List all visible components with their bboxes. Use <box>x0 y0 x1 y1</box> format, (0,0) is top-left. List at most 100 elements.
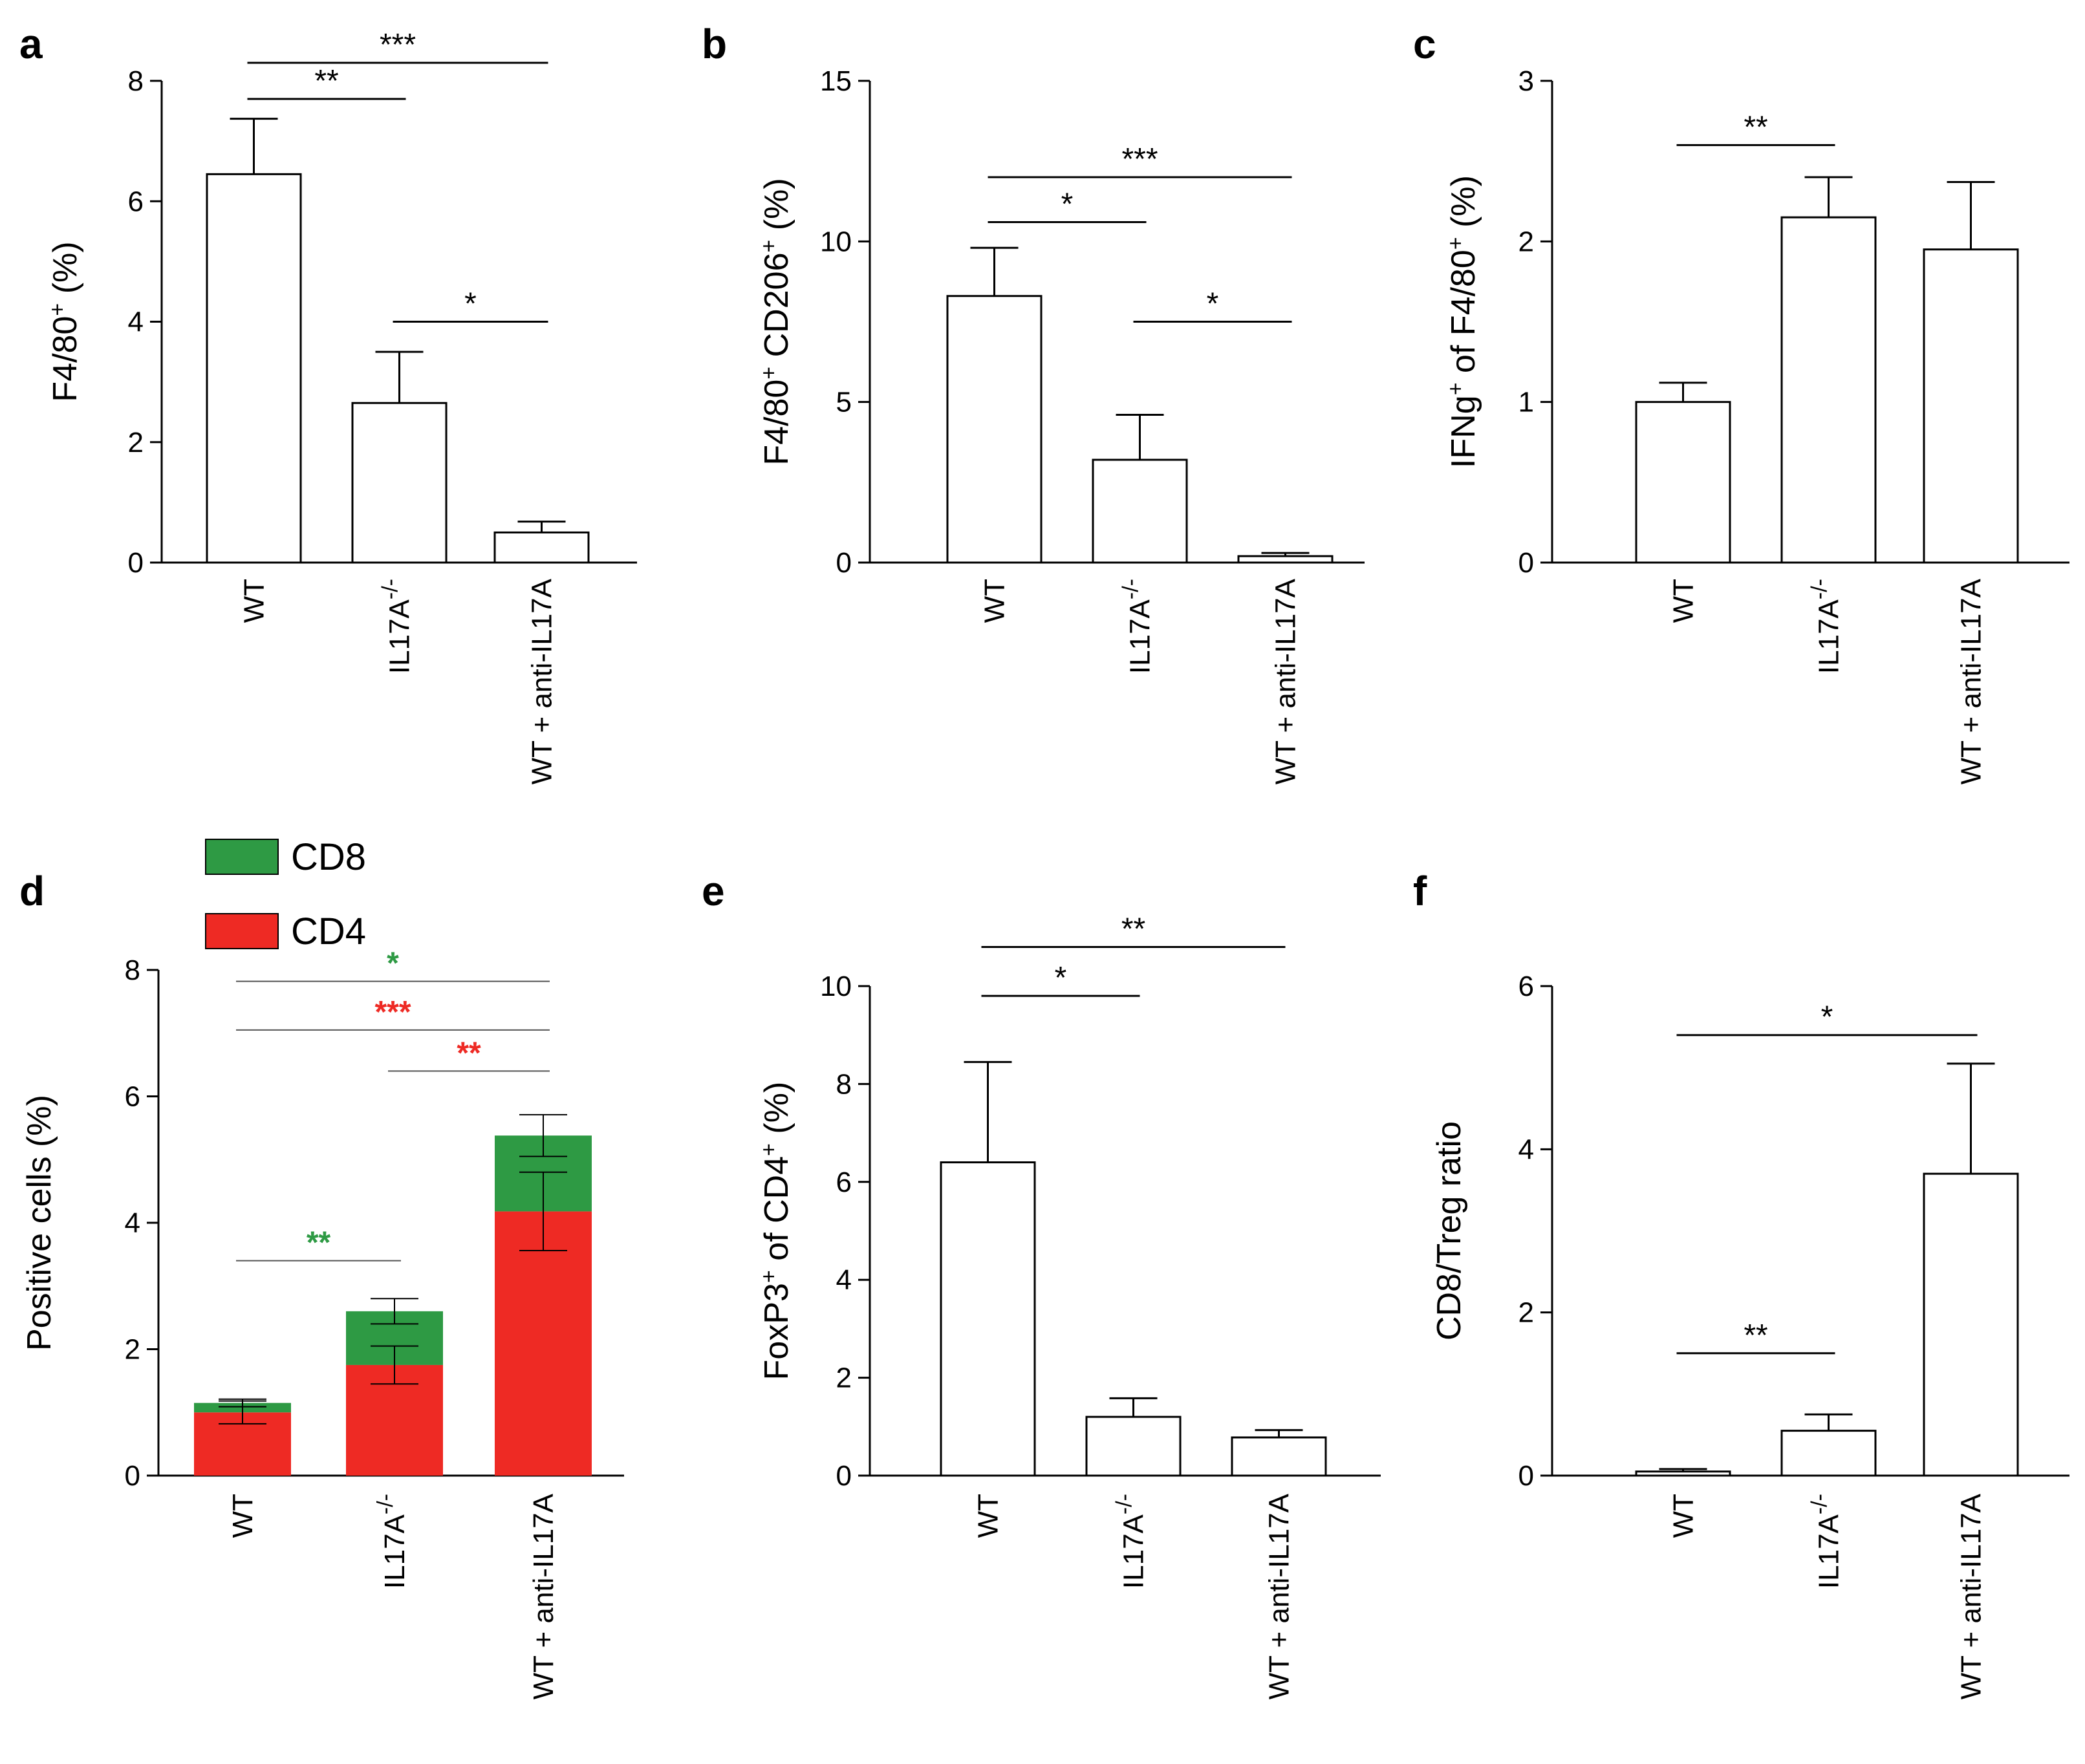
category-label-main: WT <box>973 1494 1004 1538</box>
y-axis-title-sup2: + <box>1443 237 1468 250</box>
category-label-main: WT <box>239 579 270 623</box>
y-axis-title-sup1: + <box>45 303 70 316</box>
category-label-0: WT <box>973 1494 1004 1538</box>
category-label-0: WT <box>979 579 1011 623</box>
y-tick-label: 10 <box>820 226 852 257</box>
y-tick-label: 6 <box>128 186 144 217</box>
category-label-1: IL17A-/- <box>1112 1494 1150 1589</box>
panel-label: e <box>702 868 725 914</box>
y-axis-title-post: of CD4 <box>758 1156 795 1270</box>
panel-label: d <box>19 868 45 914</box>
significance-label-1: * <box>1061 188 1074 222</box>
legend-label-cd8: CD8 <box>291 836 366 878</box>
category-label-0: WT <box>1668 579 1700 623</box>
category-label-sup: -/- <box>373 1494 398 1514</box>
y-tick-label: 8 <box>125 954 140 986</box>
category-label-main: WT <box>979 579 1011 623</box>
y-tick-label: 5 <box>836 387 852 418</box>
bar-2 <box>1923 1172 2019 1477</box>
y-tick-label: 2 <box>128 427 144 458</box>
category-label-2: WT + anti-IL17A <box>1956 1493 1987 1699</box>
y-axis-title: FoxP3+ of CD4+ (%) <box>757 1082 795 1381</box>
y-axis-title-sup2: + <box>757 240 781 253</box>
category-label-main: WT + anti-IL17A <box>528 1493 559 1699</box>
significance-label-2: * <box>464 287 477 321</box>
bar-1 <box>1092 458 1188 564</box>
y-axis-title-pre: F4/80 <box>47 316 84 402</box>
y-tick-label: 6 <box>125 1081 140 1113</box>
y-axis-title: IFNg+ of F4/80+ (%) <box>1443 175 1482 468</box>
y-axis-title-pre: F4/80 <box>758 380 795 466</box>
category-label-main: IL17A <box>1813 599 1845 674</box>
y-tick-label: 6 <box>836 1167 852 1198</box>
bar-1 <box>1085 1415 1182 1477</box>
category-label-sup: -/- <box>1808 579 1832 599</box>
significance-label-1: ** <box>314 64 338 98</box>
y-axis-title-post: of F4/80 <box>1445 250 1482 382</box>
category-label-main: IL17A <box>1125 599 1156 674</box>
y-axis-title-pre: FoxP3 <box>758 1283 795 1380</box>
y-axis-title: F4/80+ (%) <box>45 241 84 402</box>
category-label-main: WT + anti-IL17A <box>1264 1493 1295 1699</box>
category-label-0: WT <box>1668 1494 1700 1538</box>
panel-label: f <box>1413 868 1427 914</box>
category-label-2: WT + anti-IL17A <box>528 1493 559 1699</box>
bar-2 <box>1237 555 1334 564</box>
category-label-sup: -/- <box>1112 1494 1137 1514</box>
y-tick-label: 0 <box>128 547 144 579</box>
y-tick-label: 2 <box>125 1334 140 1366</box>
panel-label: b <box>702 21 727 67</box>
significance-label-0: ** <box>1121 912 1145 946</box>
y-tick-label: 3 <box>1518 65 1534 97</box>
y-tick-label: 8 <box>836 1068 852 1100</box>
significance-label-2: ** <box>457 1036 481 1070</box>
bar-2 <box>1231 1436 1327 1477</box>
y-tick-label: 0 <box>1518 1460 1534 1492</box>
category-label-1: IL17A-/- <box>1808 579 1845 674</box>
category-label-sup: -/- <box>1119 579 1143 599</box>
y-tick-label: 4 <box>125 1207 140 1239</box>
significance-label-0: * <box>1821 1000 1833 1035</box>
y-axis-title: CD8/Treg ratio <box>1431 1121 1468 1340</box>
bar-0 <box>1635 1470 1731 1477</box>
y-axis-title: F4/80+ CD206+ (%) <box>757 178 795 465</box>
significance-label-1: ** <box>1744 1318 1767 1353</box>
category-label-main: IL17A <box>384 599 416 674</box>
category-label-main: IL17A <box>1118 1514 1150 1589</box>
y-tick-label: 2 <box>1518 226 1534 257</box>
y-axis-title-sup1: + <box>1443 382 1468 395</box>
y-tick-label: 10 <box>820 971 852 1002</box>
y-axis-title-post2: (%) <box>758 178 795 239</box>
category-label-main: WT + anti-IL17A <box>526 578 558 784</box>
category-label-main: IL17A <box>1813 1514 1845 1589</box>
y-tick-label: 0 <box>836 547 852 579</box>
category-label-main: WT <box>1668 1494 1700 1538</box>
significance-label-0: ** <box>1744 110 1767 144</box>
bar-cd4-2 <box>495 1211 592 1476</box>
category-label-main: WT + anti-IL17A <box>1270 578 1302 784</box>
category-label-1: IL17A-/- <box>378 579 416 674</box>
bar-0 <box>206 173 302 564</box>
y-axis-title-sup2: + <box>757 1143 781 1156</box>
legend-swatch-cd4 <box>205 913 279 949</box>
significance-label-3: ** <box>307 1226 331 1260</box>
category-label-main: WT + anti-IL17A <box>1956 1493 1987 1699</box>
category-label-sup: -/- <box>1808 1494 1832 1514</box>
bar-1 <box>351 402 448 564</box>
bar-0 <box>946 295 1042 564</box>
panel-label: c <box>1413 21 1436 67</box>
significance-label-1: *** <box>374 995 411 1029</box>
y-tick-label: 0 <box>125 1460 140 1492</box>
y-axis-title-post2: (%) <box>1445 175 1482 237</box>
category-label-2: WT + anti-IL17A <box>1270 578 1302 784</box>
panel-label: a <box>19 21 43 67</box>
bar-1 <box>1780 1430 1877 1477</box>
category-label-2: WT + anti-IL17A <box>1956 578 1987 784</box>
category-label-0: WT <box>239 579 270 623</box>
y-tick-label: 2 <box>836 1362 852 1394</box>
